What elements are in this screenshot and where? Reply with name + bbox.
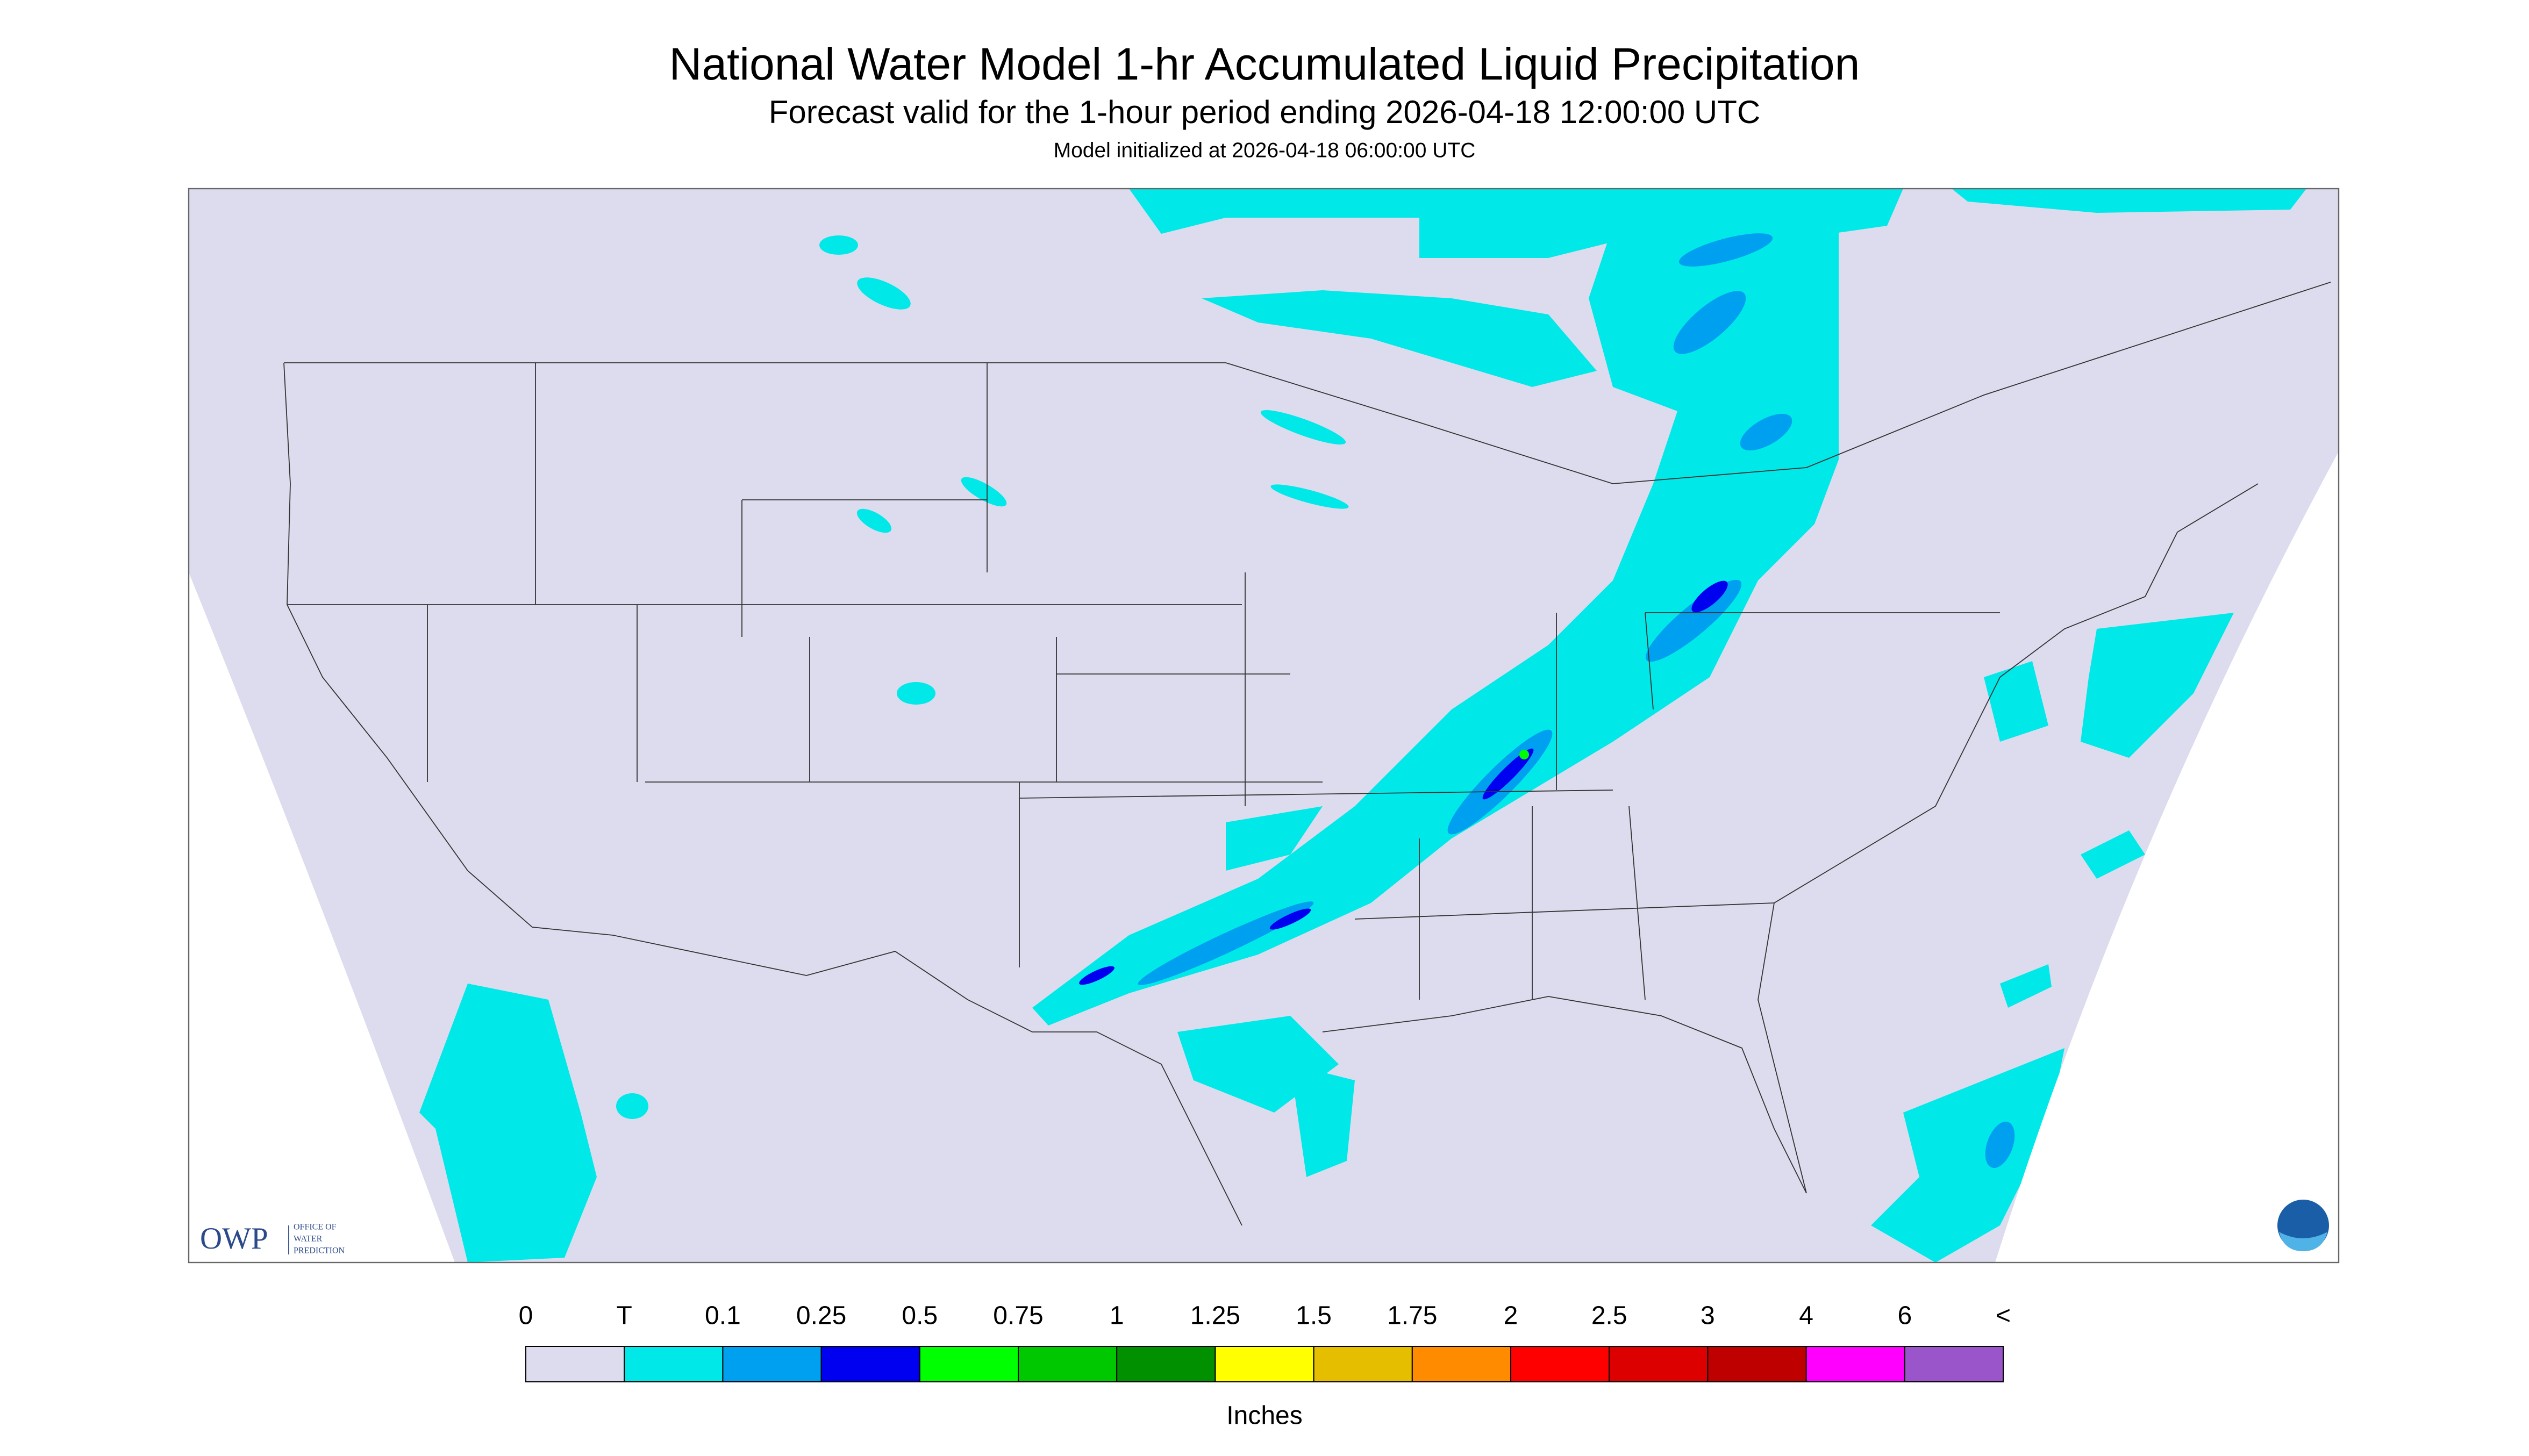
legend-units: Inches xyxy=(1226,1402,1302,1430)
legend-swatch xyxy=(919,1346,1019,1382)
legend-swatch xyxy=(820,1346,920,1382)
map-frame xyxy=(188,188,2340,1264)
logo-abbr: OWP xyxy=(200,1222,268,1256)
outside-domain-left xyxy=(189,572,455,1263)
legend-label: 1.25 xyxy=(1190,1302,1240,1330)
legend-swatch xyxy=(1510,1346,1610,1382)
logo-text: WATER xyxy=(294,1235,323,1244)
legend-label: 0.75 xyxy=(993,1302,1043,1330)
legend-label: 0.25 xyxy=(796,1302,846,1330)
precip-moderate xyxy=(1079,580,1728,985)
borders xyxy=(283,282,2331,1226)
legend-label: 2 xyxy=(1504,1302,1518,1330)
init-time: Model initialized at 2026-04-18 06:00:00… xyxy=(1054,139,1476,162)
legend-swatch xyxy=(1116,1346,1216,1382)
legend-swatch xyxy=(1805,1346,1905,1382)
legend-swatch xyxy=(1609,1346,1709,1382)
legend-label: 4 xyxy=(1799,1302,1813,1330)
legend-label: 1.75 xyxy=(1387,1302,1437,1330)
legend-label: < xyxy=(1996,1302,2011,1330)
legend-label: 0 xyxy=(519,1302,533,1330)
legend-swatch xyxy=(1707,1346,1807,1382)
legend-swatch xyxy=(722,1346,822,1382)
legend-swatch xyxy=(525,1346,625,1382)
title: National Water Model 1-hr Accumulated Li… xyxy=(669,39,1860,89)
logo-text: OFFICE OF xyxy=(294,1223,337,1232)
subtitle: Forecast valid for the 1-hour period end… xyxy=(769,94,1760,130)
legend-swatch xyxy=(1018,1346,1118,1382)
legend-swatch xyxy=(1215,1346,1314,1382)
legend-label: 0.1 xyxy=(705,1302,741,1330)
legend-swatch xyxy=(1904,1346,2004,1382)
legend-label: 2.5 xyxy=(1591,1302,1627,1330)
legend: 0 T 0.1 0.25 0.5 0.75 1 1.25 1.5 1.75 2 2.5 3 4 6 < xyxy=(519,1302,2011,1382)
legend-label: 1.5 xyxy=(1296,1302,1332,1330)
outside-domain-right xyxy=(1995,451,2339,1263)
precip-trace xyxy=(419,189,2306,1263)
legend-swatch xyxy=(1411,1346,1512,1382)
legend-label: 6 xyxy=(1897,1302,1912,1330)
logo-text: PREDICTION xyxy=(294,1246,345,1256)
map xyxy=(188,188,2340,1264)
noaa-logo-wave xyxy=(2279,1232,2327,1251)
legend-swatch xyxy=(624,1346,724,1382)
precip-heavy xyxy=(1519,750,1529,759)
legend-swatch xyxy=(1313,1346,1413,1382)
legend-label: 0.5 xyxy=(902,1302,938,1330)
legend-label: T xyxy=(617,1302,632,1330)
legend-label: 3 xyxy=(1701,1302,1715,1330)
legend-label: 1 xyxy=(1110,1302,1124,1330)
